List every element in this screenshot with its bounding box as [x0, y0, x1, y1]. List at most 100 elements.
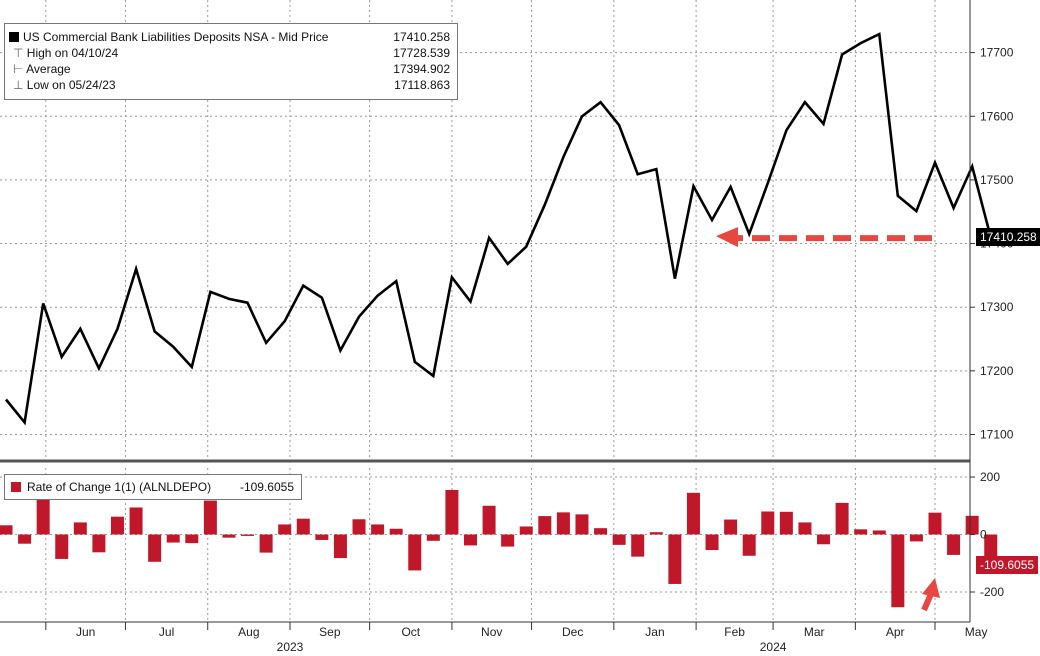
roc-bar — [538, 516, 552, 535]
roc-bar — [482, 505, 496, 535]
roc-bar — [872, 530, 886, 535]
y-tick-label-top: 17100 — [980, 428, 1014, 442]
x-month-label: Jun — [76, 625, 95, 639]
roc-bar — [352, 519, 366, 535]
deposits-series-line — [4, 32, 992, 426]
x-month-label: Mar — [804, 625, 825, 639]
roc-bar — [73, 522, 87, 535]
y-tick-label-top: 17700 — [980, 46, 1014, 60]
legend-low-label: Low on 05/24/23 — [26, 78, 116, 92]
roc-bar — [278, 524, 292, 535]
roc-bar — [965, 515, 979, 535]
roc-bar — [185, 534, 199, 544]
roc-bar — [110, 516, 124, 535]
roc-bar — [445, 489, 459, 535]
high-marker-icon: ⊤ — [13, 46, 24, 60]
legend-high-row: ⊤ High on 04/10/24 — [13, 46, 118, 60]
bottom-legend: Rate of Change 1(1) (ALNLDEPO) -109.6055 — [4, 474, 302, 500]
roc-bar — [148, 534, 162, 562]
top-legend: US Commercial Bank Liabilities Deposits … — [4, 23, 458, 100]
last-value-tag-bottom: -109.6055 — [976, 556, 1039, 574]
legend-high-label: High on 04/10/24 — [26, 46, 119, 60]
roc-bar — [668, 534, 682, 584]
roc-bar — [742, 534, 756, 556]
legend-low-row: ⊥ Low on 05/24/23 — [13, 78, 116, 92]
roc-bar — [389, 528, 403, 535]
roc-bar — [631, 534, 645, 557]
annotations — [716, 227, 940, 612]
roc-bar — [909, 534, 923, 542]
legend-roc-label: Rate of Change 1(1) (ALNLDEPO) — [27, 480, 212, 494]
roc-bar — [36, 500, 50, 535]
roc-bar — [817, 534, 831, 545]
roc-bar — [18, 534, 32, 544]
y-tick-label-bottom: 0 — [980, 528, 987, 542]
last-value-tag-top: 17410.258 — [976, 228, 1040, 246]
y-tick-label-bottom: -200 — [980, 585, 1004, 599]
roc-bar — [854, 529, 868, 535]
x-year-label: 2023 — [277, 640, 304, 654]
roc-bar — [241, 534, 255, 536]
y-tick-label-top: 17300 — [980, 300, 1014, 314]
low-marker-icon: ⊥ — [13, 78, 24, 92]
legend-high-value: 17728.539 — [393, 46, 450, 60]
roc-color-swatch — [11, 482, 21, 492]
roc-bar — [222, 534, 236, 538]
roc-bar — [947, 534, 961, 555]
series-color-swatch — [9, 32, 19, 42]
roc-bar — [426, 534, 440, 541]
roc-bar — [575, 514, 589, 535]
roc-bar — [686, 492, 700, 535]
roc-bar — [779, 511, 793, 535]
roc-bar — [798, 522, 812, 535]
roc-bar — [519, 526, 533, 535]
roc-bar — [724, 519, 738, 535]
legend-avg-value: 17394.902 — [393, 62, 450, 76]
axes: 17100172001730017400175001760017700-2000… — [0, 0, 1014, 654]
legend-avg-row: ⊢ Average — [13, 62, 71, 76]
roc-bar — [55, 534, 69, 559]
y-tick-label-top: 17200 — [980, 364, 1014, 378]
roc-bar — [612, 534, 626, 545]
x-month-label: Dec — [562, 625, 583, 639]
x-month-label: Aug — [238, 625, 259, 639]
rate-of-change-bars — [0, 489, 998, 608]
roc-bar — [259, 534, 273, 553]
roc-bar — [166, 534, 180, 543]
roc-bar — [501, 534, 515, 547]
legend-low-value: 17118.863 — [394, 78, 450, 92]
x-month-label: Oct — [401, 625, 420, 639]
y-tick-label-bottom: 200 — [980, 470, 1000, 484]
legend-series-value: 17410.258 — [393, 30, 450, 44]
roc-bar — [761, 511, 775, 535]
roc-bar — [296, 518, 310, 535]
legend-avg-label: Average — [26, 62, 71, 76]
x-month-label: Sep — [319, 625, 341, 639]
x-month-label: Apr — [886, 625, 905, 639]
roc-bar — [129, 507, 143, 535]
roc-bar — [891, 534, 905, 608]
legend-series-label: US Commercial Bank Liabilities Deposits … — [23, 30, 329, 44]
x-month-label: Jul — [159, 625, 174, 639]
x-month-label: Jan — [645, 625, 664, 639]
roc-bar — [333, 534, 347, 559]
roc-bar — [594, 528, 608, 535]
roc-bar — [0, 525, 13, 535]
average-marker-icon: ⊢ — [13, 62, 24, 76]
roc-bar — [649, 532, 663, 535]
y-tick-label-top: 17600 — [980, 109, 1014, 123]
legend-roc-row: Rate of Change 1(1) (ALNLDEPO) — [11, 480, 211, 494]
up-arrow-shaft — [921, 592, 934, 612]
roc-bar — [92, 534, 106, 553]
x-month-label: Feb — [724, 625, 745, 639]
y-tick-label-top: 17500 — [980, 173, 1014, 187]
legend-roc-value: -109.6055 — [239, 480, 294, 494]
roc-bar — [928, 512, 942, 535]
roc-bar — [371, 524, 385, 535]
roc-bar — [464, 534, 477, 546]
roc-bar — [705, 534, 719, 551]
x-month-label: Nov — [481, 625, 502, 639]
roc-bar — [408, 534, 422, 571]
